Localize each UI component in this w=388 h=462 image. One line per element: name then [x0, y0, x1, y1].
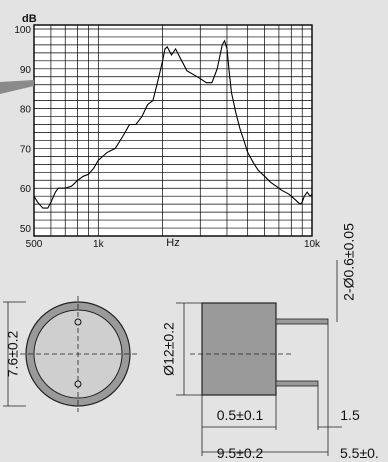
pin-diameter-label: 2-Ø0.6±0.05 [341, 223, 357, 301]
front-height-label: 7.6±0.2 [5, 330, 21, 377]
x-axis-label: Hz [166, 237, 179, 249]
response-curve-line [33, 39, 313, 209]
y-tick-label: 80 [20, 105, 32, 116]
side-diameter-label: Ø12±0.2 [161, 322, 177, 376]
y-tick-label: 50 [20, 224, 32, 235]
y-tick-label: 90 [20, 65, 32, 76]
y-tick-label: 70 [20, 144, 32, 155]
arrow-graphic [0, 80, 34, 94]
pin-top [275, 318, 329, 325]
side-view-drawing: Ø12±0.2 2-Ø0.6±0.05 0.5±0.1 1.5 9.5±0.2 … [161, 223, 379, 461]
pin-bottom [275, 380, 319, 387]
y-axis-label: dB [22, 13, 37, 25]
x-tick-label: 10k [304, 239, 321, 250]
y-tick-label: 100 [14, 25, 31, 36]
lead-label: 1.5 [340, 407, 360, 423]
pin-length-label: 5.5±0. [340, 445, 379, 461]
body-length-label: 9.5±0.2 [217, 445, 264, 461]
plot-area [33, 24, 313, 237]
front-view-drawing: 7.6±0.2 [3, 296, 138, 412]
frequency-response-chart: 50 60 70 80 90 100 500 1k 10k dB Hz [14, 13, 321, 250]
y-tick-label: 60 [20, 184, 32, 195]
x-tick-label: 1k [93, 239, 105, 250]
pin-hole-bottom [74, 380, 82, 388]
y-tick-labels: 50 60 70 80 90 100 [14, 25, 31, 235]
x-tick-label: 500 [26, 239, 43, 250]
grid-lines [34, 25, 312, 236]
pin-hole-top [74, 318, 82, 326]
pin-spacing-label: 0.5±0.1 [217, 407, 264, 423]
x-tick-labels: 500 1k 10k [26, 239, 321, 250]
side-body [201, 302, 277, 396]
